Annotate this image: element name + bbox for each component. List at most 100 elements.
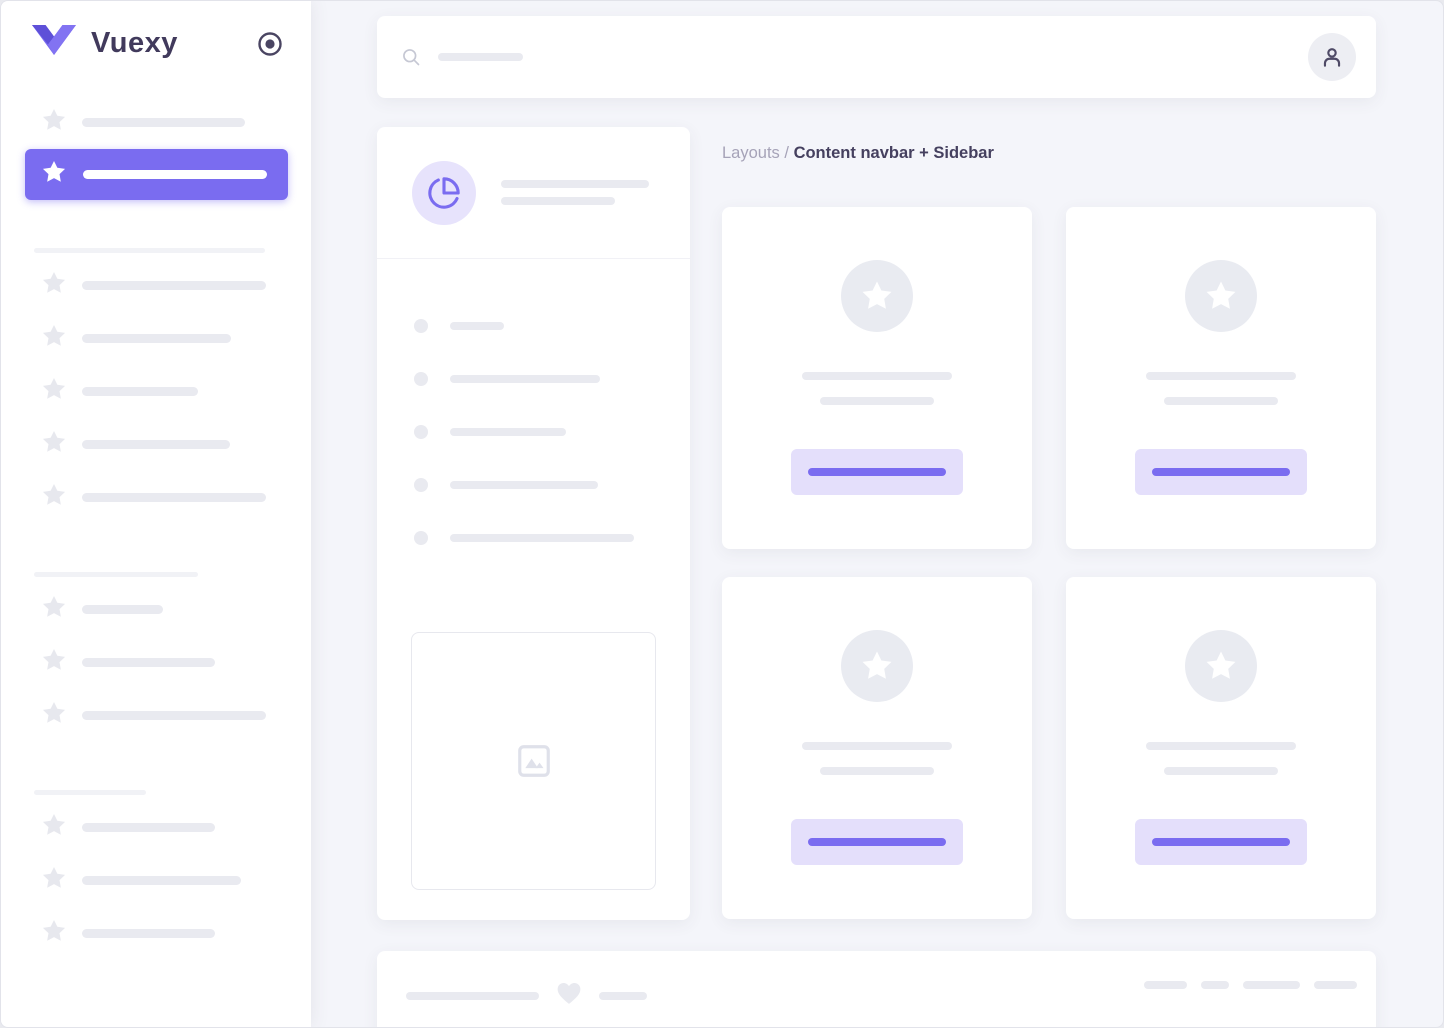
star-icon xyxy=(41,700,67,731)
skeleton-bar xyxy=(599,991,647,1000)
demo-action-button[interactable] xyxy=(1135,449,1307,495)
skeleton-bar xyxy=(820,767,934,775)
sidebar-item[interactable] xyxy=(1,312,311,365)
skeleton-bar xyxy=(1164,397,1278,405)
sidebar: Vuexy xyxy=(1,1,311,1027)
star-icon xyxy=(42,271,66,293)
skeleton-bar xyxy=(82,334,231,343)
list-item xyxy=(414,299,690,352)
sidebar-item[interactable] xyxy=(1,854,311,907)
star-icon-badge xyxy=(841,260,913,332)
breadcrumb-separator: / xyxy=(779,144,794,162)
skeleton-bar xyxy=(802,372,952,380)
sidebar-item[interactable] xyxy=(1,801,311,854)
skeleton-bar xyxy=(83,170,267,179)
skeleton-bar xyxy=(802,742,952,750)
search-input[interactable] xyxy=(401,47,1308,67)
star-icon xyxy=(42,430,66,452)
breadcrumb: Layouts / Content navbar + Sidebar xyxy=(722,144,994,163)
list-bullet-icon xyxy=(414,424,428,439)
radio-circle-icon xyxy=(258,31,282,56)
sidebar-item[interactable] xyxy=(1,471,311,524)
sidebar-collapse-toggle[interactable] xyxy=(257,31,283,57)
sidebar-item[interactable] xyxy=(1,907,311,960)
demo-action-button[interactable] xyxy=(791,819,963,865)
skeleton-bar xyxy=(1164,767,1278,775)
star-icon xyxy=(42,108,66,130)
skeleton-bar xyxy=(450,533,634,542)
demo-action-button[interactable] xyxy=(791,449,963,495)
skeleton-bar xyxy=(450,321,504,330)
skeleton-bar xyxy=(820,397,934,405)
skeleton-bar xyxy=(450,374,600,383)
list-bullet-icon xyxy=(414,477,428,492)
demo-card xyxy=(1066,577,1376,919)
image-icon xyxy=(517,745,550,777)
demo-card xyxy=(722,577,1032,919)
star-icon xyxy=(41,376,67,407)
sidebar-item[interactable] xyxy=(1,418,311,471)
breadcrumb-section[interactable]: Layouts xyxy=(722,144,780,162)
sidebar-item[interactable] xyxy=(1,365,311,418)
user-avatar[interactable] xyxy=(1308,33,1356,81)
skeleton-bar xyxy=(1146,742,1296,750)
skeleton-bar xyxy=(82,876,241,885)
star-icon xyxy=(41,159,67,190)
skeleton-bar xyxy=(82,929,215,938)
skeleton-bar xyxy=(82,658,215,667)
footer-link-bar[interactable] xyxy=(1243,981,1300,989)
star-icon xyxy=(42,701,66,723)
skeleton-bar xyxy=(82,605,163,614)
breadcrumb-current: Content navbar + Sidebar xyxy=(793,144,994,162)
star-icon xyxy=(41,429,67,460)
star-icon xyxy=(862,651,892,679)
skeleton-bar xyxy=(1146,372,1296,380)
pie-chart-icon-badge xyxy=(412,160,476,225)
demo-card xyxy=(1066,207,1376,549)
star-icon xyxy=(42,595,66,617)
sidebar-item[interactable] xyxy=(1,689,311,742)
list-bullet-icon xyxy=(414,318,428,333)
demo-card xyxy=(722,207,1032,549)
star-icon xyxy=(42,377,66,399)
list-bullet-icon xyxy=(414,530,428,545)
skeleton-bar xyxy=(82,118,245,127)
sidebar-item[interactable] xyxy=(1,96,311,149)
star-icon xyxy=(42,160,66,182)
sidebar-logo-row: Vuexy xyxy=(1,1,311,86)
skeleton-bar xyxy=(82,281,266,290)
button-label-bar xyxy=(808,468,946,476)
star-icon xyxy=(41,812,67,843)
sidebar-item[interactable] xyxy=(1,259,311,312)
sidebar-section-header-bar xyxy=(34,572,198,577)
pie-chart-icon xyxy=(428,176,460,209)
skeleton-bar xyxy=(82,823,215,832)
star-icon-badge xyxy=(1185,630,1257,702)
footer-left-group xyxy=(406,981,647,1010)
footer-link-bar[interactable] xyxy=(1314,981,1357,989)
star-icon-badge xyxy=(841,630,913,702)
list-item xyxy=(414,458,690,511)
footer-link-bar[interactable] xyxy=(1144,981,1187,989)
sidebar-item-active[interactable] xyxy=(25,149,288,200)
skeleton-bar xyxy=(450,480,598,489)
skeleton-bar xyxy=(82,387,198,396)
side-card-header xyxy=(377,127,690,259)
skeleton-bar xyxy=(501,197,615,205)
star-icon xyxy=(42,813,66,835)
star-icon xyxy=(1206,651,1236,679)
demo-action-button[interactable] xyxy=(1135,819,1307,865)
footer-link-bar[interactable] xyxy=(1201,981,1229,989)
sidebar-section-header-bar xyxy=(34,790,146,795)
top-navbar xyxy=(377,16,1376,98)
sidebar-item[interactable] xyxy=(1,583,311,636)
search-placeholder-bar xyxy=(438,53,523,61)
skeleton-bar xyxy=(82,711,266,720)
button-label-bar xyxy=(808,838,946,846)
star-icon xyxy=(42,919,66,941)
star-icon xyxy=(42,483,66,505)
list-item xyxy=(414,511,690,564)
star-icon xyxy=(41,270,67,301)
sidebar-item[interactable] xyxy=(1,636,311,689)
